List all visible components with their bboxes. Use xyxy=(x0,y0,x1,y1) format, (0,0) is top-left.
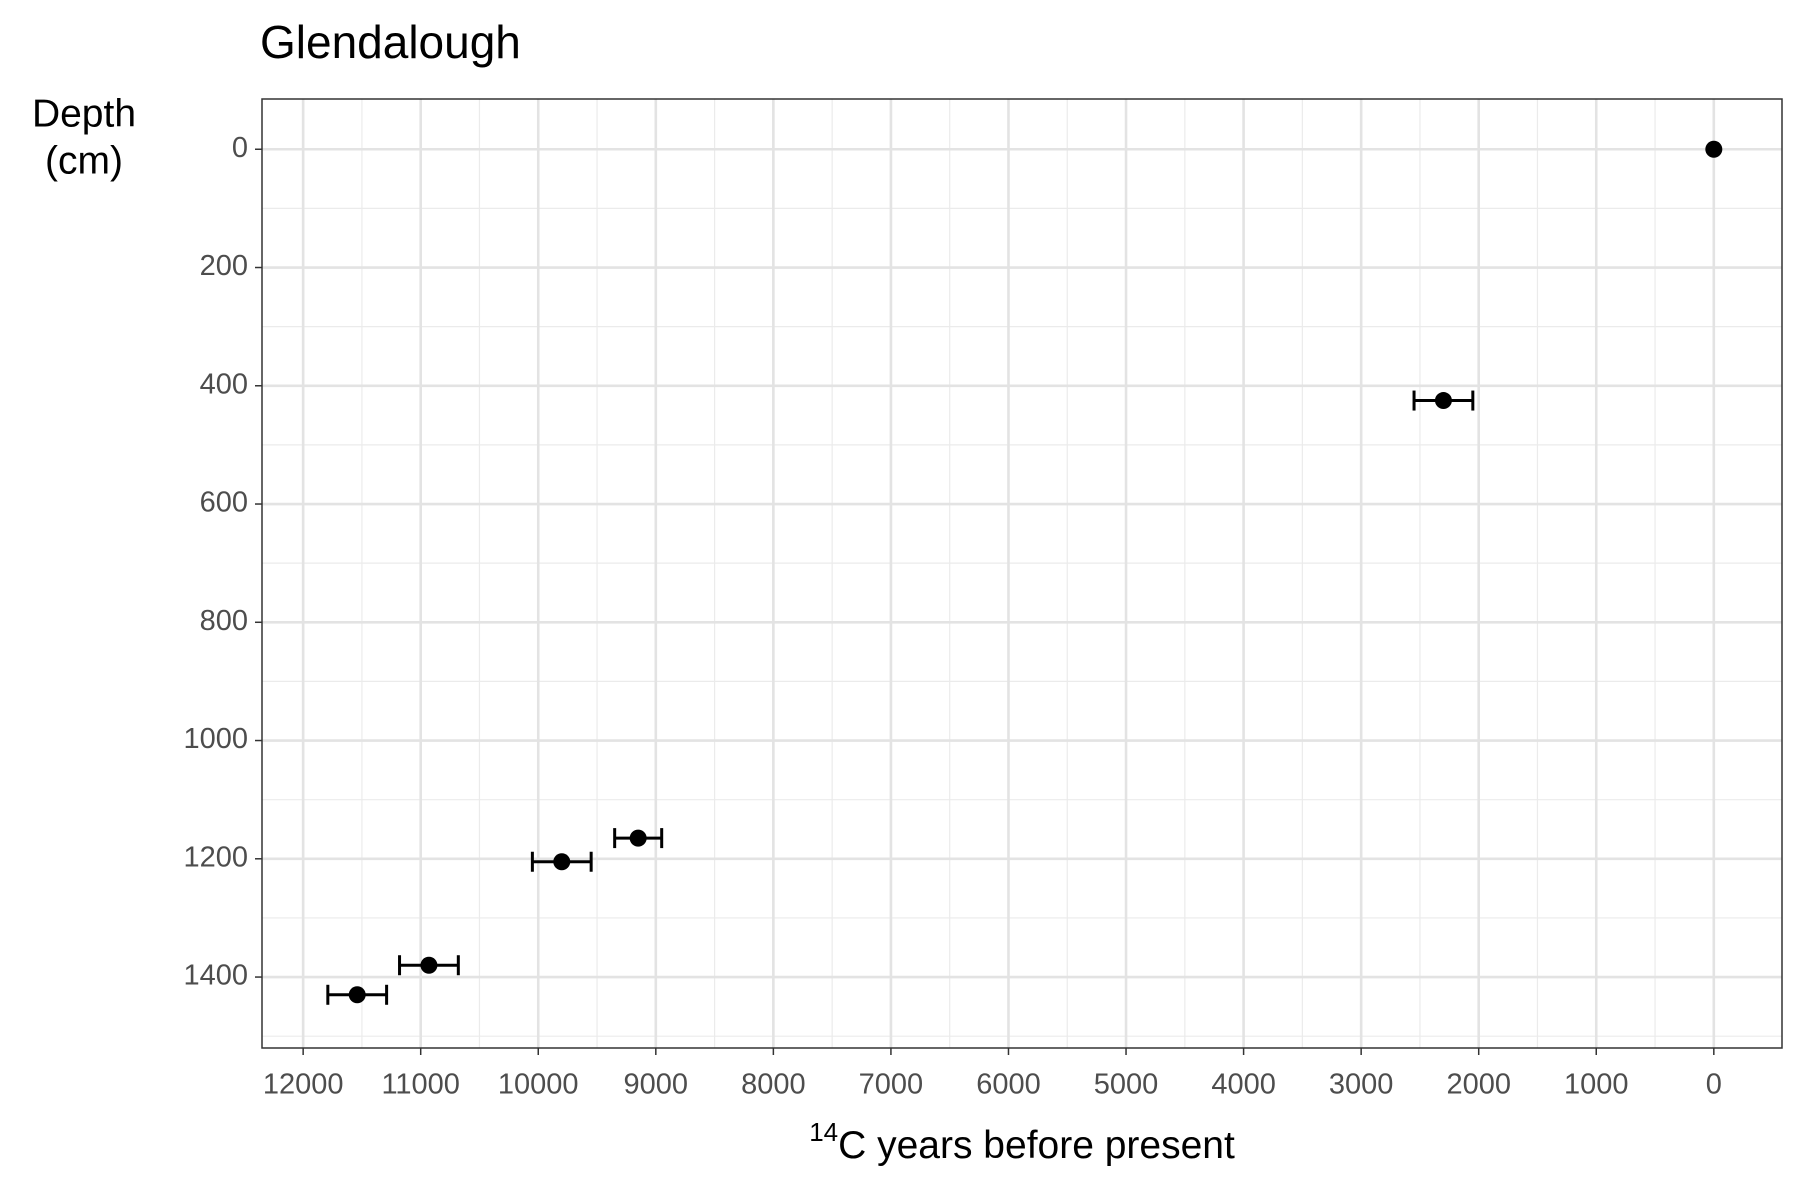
point xyxy=(348,986,366,1004)
x-tick-label: 3000 xyxy=(1329,1069,1394,1101)
point xyxy=(629,829,647,847)
x-tick-label: 8000 xyxy=(741,1069,806,1101)
x-tick-label: 11000 xyxy=(381,1069,460,1101)
point xyxy=(1434,392,1452,410)
x-tick-label: 0 xyxy=(1706,1069,1722,1101)
point xyxy=(553,853,571,871)
plot-border xyxy=(261,98,1783,1049)
x-tick-label: 5000 xyxy=(1094,1069,1159,1101)
y-tick-label: 200 xyxy=(200,250,248,282)
y-axis-label: Depth xyxy=(32,92,136,135)
chart-title: Glendalough xyxy=(260,16,521,68)
x-tick-label: 10000 xyxy=(498,1069,579,1101)
x-tick-label: 4000 xyxy=(1211,1069,1276,1101)
y-tick-label: 600 xyxy=(200,487,248,519)
x-tick-label: 1000 xyxy=(1564,1069,1629,1101)
plot-background xyxy=(262,99,1782,1048)
x-axis-label-text: C years before present xyxy=(838,1124,1235,1167)
x-axis-label: 14C years before present xyxy=(809,1117,1235,1167)
x-tick-label: 7000 xyxy=(859,1069,924,1101)
x-tick-label: 12000 xyxy=(263,1069,344,1101)
y-tick-label: 1400 xyxy=(183,960,248,992)
point xyxy=(420,956,438,974)
point xyxy=(1705,140,1723,158)
y-tick-label: 0 xyxy=(232,132,248,164)
y-tick-label: 800 xyxy=(200,605,248,637)
x-axis-label-superscript: 14 xyxy=(809,1117,838,1147)
y-axis-label: (cm) xyxy=(45,139,123,182)
x-tick-label: 6000 xyxy=(976,1069,1041,1101)
y-tick-label: 1000 xyxy=(183,723,248,755)
x-tick-label: 2000 xyxy=(1446,1069,1511,1101)
x-tick-label: 9000 xyxy=(624,1069,689,1101)
y-tick-label: 400 xyxy=(200,368,248,400)
y-tick-label: 1200 xyxy=(183,841,248,873)
